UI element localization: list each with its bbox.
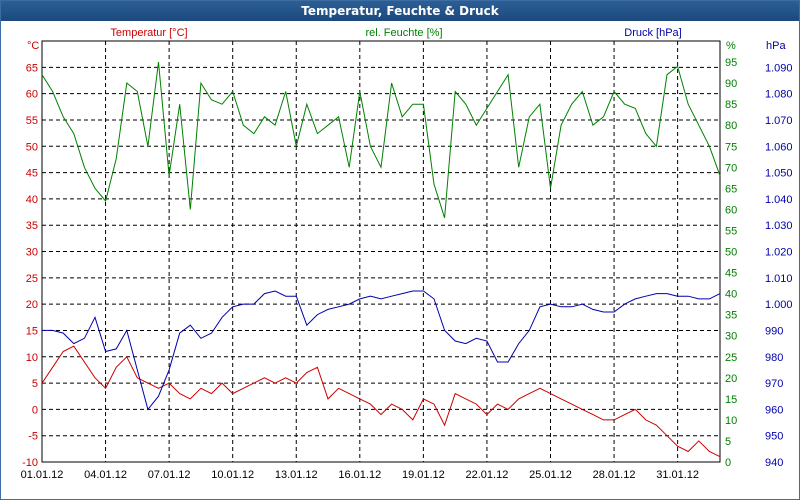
y-tick-label-temperature: 50 [26,141,38,153]
y-tick-label-temperature: 60 [26,89,38,101]
x-tick-label: 19.01.12 [402,469,445,481]
y-tick-label-humidity: 35 [725,310,737,322]
y-tick-label-humidity: 15 [725,394,737,406]
x-tick-label: 25.01.12 [529,469,572,481]
y-tick-label-pressure: 1.040 [765,194,793,206]
y-tick-label-temperature: 25 [26,273,38,285]
y-tick-label-pressure: 1.030 [765,220,793,232]
y-tick-label-humidity: 80 [725,120,737,132]
y-tick-label-humidity: 45 [725,268,737,280]
y-tick-label-humidity: 30 [725,331,737,343]
y-tick-label-temperature: 65 [26,62,38,74]
axis-title-pressure: Druck [hPa] [624,27,681,39]
series-line-pressure [42,290,721,411]
y-tick-label-pressure: 940 [765,457,783,469]
y-tick-label-humidity: 75 [725,141,737,153]
y-tick-label-temperature: -10 [22,457,38,469]
axis-title-humidity: rel. Feuchte [%] [365,27,442,39]
y-tick-label-humidity: 20 [725,373,737,385]
y-tick-label-humidity: 0 [725,457,731,469]
y-tick-label-humidity: 95 [725,57,737,69]
y-tick-label-pressure: 950 [765,431,783,443]
x-tick-label: 28.01.12 [593,469,636,481]
y-tick-label-humidity: 25 [725,352,737,364]
y-tick-label-temperature: 20 [26,299,38,311]
y-tick-label-humidity: 70 [725,162,737,174]
y-tick-label-temperature: 5 [32,378,38,390]
y-tick-label-temperature: 15 [26,325,38,337]
y-tick-label-temperature: 55 [26,115,38,127]
y-tick-label-humidity: 50 [725,247,737,259]
y-tick-label-humidity: 40 [725,289,737,301]
y-tick-label-temperature: 10 [26,352,38,364]
x-tick-label: 04.01.12 [84,469,127,481]
x-tick-label: 13.01.12 [275,469,318,481]
y-tick-label-temperature: 35 [26,220,38,232]
y-tick-label-pressure: 1.050 [765,168,793,180]
y-tick-label-temperature: 40 [26,194,38,206]
x-tick-label: 31.01.12 [656,469,699,481]
y-tick-label-temperature: 0 [32,404,38,416]
y-tick-label-pressure: 1.080 [765,89,793,101]
axis-title-temperature: Temperatur [°C] [110,27,187,39]
y-tick-label-humidity: 85 [725,99,737,111]
y-tick-label-temperature: -5 [28,431,38,443]
y-tick-label-pressure: 960 [765,404,783,416]
y-tick-label-humidity: 10 [725,415,737,427]
y-tick-label-temperature: 45 [26,168,38,180]
x-tick-label: 01.01.12 [21,469,64,481]
y-tick-label-pressure: 1.090 [765,62,793,74]
y-tick-label-pressure: 990 [765,325,783,337]
y-tick-label-humidity: 5 [725,436,731,448]
x-tick-label: 10.01.12 [211,469,254,481]
window-title: Temperatur, Feuchte & Druck [1,1,799,21]
y-tick-label-pressure: 980 [765,352,783,364]
y-tick-label-humidity: 60 [725,204,737,216]
y-tick-label-temperature: 30 [26,247,38,259]
y-axis-unit-temperature: °C [27,40,39,52]
x-tick-label: 16.01.12 [338,469,381,481]
y-tick-label-pressure: 1.060 [765,141,793,153]
y-tick-label-pressure: 1.020 [765,247,793,259]
y-tick-label-pressure: 1.070 [765,115,793,127]
y-tick-label-humidity: 65 [725,183,737,195]
series-line-temperature [41,345,721,458]
x-tick-label: 22.01.12 [466,469,509,481]
series-line-humidity [41,62,721,218]
y-tick-label-pressure: 1.000 [765,299,793,311]
y-axis-unit-humidity: % [726,40,736,52]
y-tick-label-humidity: 55 [725,225,737,237]
y-axis-unit-pressure: hPa [766,40,786,52]
x-tick-label: 07.01.12 [148,469,191,481]
y-tick-label-pressure: 1.010 [765,273,793,285]
y-tick-label-pressure: 970 [765,378,783,390]
y-tick-label-humidity: 90 [725,78,737,90]
